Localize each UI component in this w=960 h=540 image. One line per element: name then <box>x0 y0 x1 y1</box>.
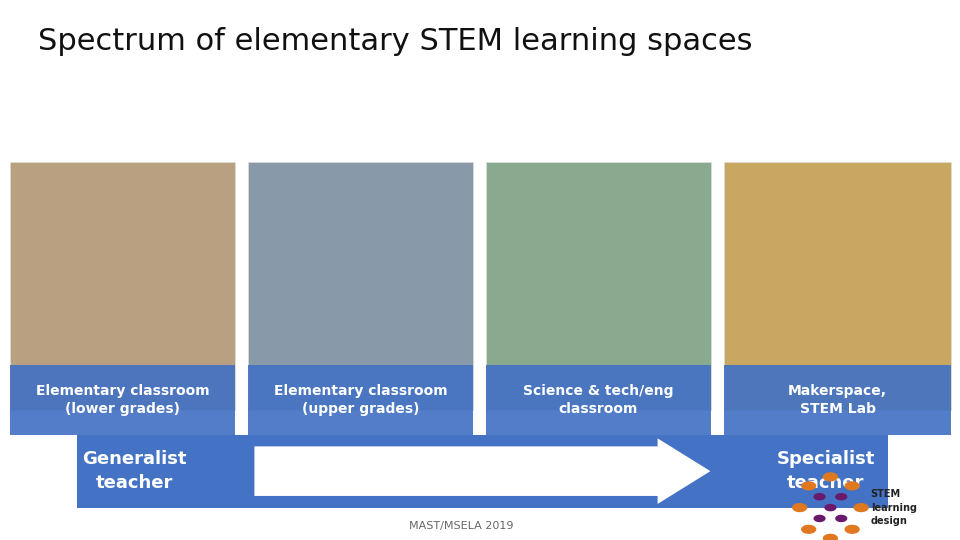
Circle shape <box>802 525 816 533</box>
FancyBboxPatch shape <box>724 365 951 435</box>
Text: MAST/MSELA 2019: MAST/MSELA 2019 <box>409 522 513 531</box>
Circle shape <box>793 504 806 511</box>
Bar <box>486 162 711 410</box>
FancyArrow shape <box>254 438 710 504</box>
Text: Specialist
teacher: Specialist teacher <box>777 450 875 492</box>
Circle shape <box>836 494 847 500</box>
Text: Elementary classroom
(upper grades): Elementary classroom (upper grades) <box>274 383 447 416</box>
Circle shape <box>824 473 837 481</box>
Circle shape <box>854 504 868 511</box>
Text: Elementary classroom
(lower grades): Elementary classroom (lower grades) <box>36 383 209 416</box>
Bar <box>10 162 235 410</box>
Circle shape <box>814 516 825 522</box>
Text: Spectrum of elementary STEM learning spaces: Spectrum of elementary STEM learning spa… <box>38 27 753 56</box>
Circle shape <box>802 482 816 490</box>
Circle shape <box>824 535 837 540</box>
FancyBboxPatch shape <box>486 365 711 435</box>
Bar <box>77 435 888 508</box>
Circle shape <box>845 525 859 533</box>
FancyBboxPatch shape <box>248 365 473 435</box>
Bar <box>724 162 951 410</box>
Circle shape <box>825 504 836 511</box>
Circle shape <box>836 516 847 522</box>
Text: Generalist
teacher: Generalist teacher <box>83 450 186 492</box>
Text: Science & tech/eng
classroom: Science & tech/eng classroom <box>523 383 674 416</box>
Circle shape <box>845 482 859 490</box>
Text: STEM
learning
design: STEM learning design <box>871 489 917 526</box>
Circle shape <box>814 494 825 500</box>
Bar <box>248 162 473 410</box>
FancyBboxPatch shape <box>10 365 235 435</box>
Text: Makerspace,
STEM Lab: Makerspace, STEM Lab <box>788 383 887 416</box>
